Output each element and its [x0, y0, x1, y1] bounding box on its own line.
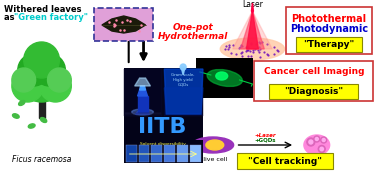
- Text: Gram scale,
High yield
GQDs: Gram scale, High yield GQDs: [171, 73, 195, 86]
- Circle shape: [34, 54, 65, 86]
- Ellipse shape: [12, 114, 19, 118]
- Bar: [94, 8, 153, 41]
- Text: Dead cell: Dead cell: [302, 159, 332, 164]
- Polygon shape: [136, 112, 149, 114]
- Polygon shape: [164, 88, 203, 114]
- Text: as: as: [4, 13, 17, 22]
- Polygon shape: [138, 96, 147, 112]
- Circle shape: [322, 139, 325, 142]
- Bar: [196, 58, 253, 98]
- Text: Photodynamic: Photodynamic: [290, 24, 368, 34]
- Circle shape: [307, 138, 315, 146]
- Bar: [190, 145, 201, 162]
- FancyBboxPatch shape: [269, 84, 358, 99]
- Circle shape: [40, 70, 71, 102]
- Text: Withered leaves: Withered leaves: [4, 5, 82, 14]
- Bar: [124, 69, 163, 116]
- Text: "Therapy": "Therapy": [304, 40, 355, 49]
- Circle shape: [318, 145, 325, 153]
- Text: One-pot: One-pot: [173, 23, 214, 32]
- Text: +GQDs: +GQDs: [254, 138, 276, 143]
- Bar: [139, 145, 149, 162]
- Ellipse shape: [304, 135, 330, 155]
- Text: "Green factory": "Green factory": [14, 13, 88, 22]
- Ellipse shape: [40, 117, 47, 122]
- Circle shape: [24, 42, 59, 78]
- FancyBboxPatch shape: [296, 37, 363, 52]
- Ellipse shape: [207, 70, 242, 86]
- Text: Laser: Laser: [242, 0, 263, 9]
- Ellipse shape: [206, 140, 224, 150]
- Bar: [39, 90, 45, 118]
- Polygon shape: [102, 16, 146, 33]
- Bar: [177, 145, 188, 162]
- Circle shape: [18, 54, 65, 102]
- Text: IITB: IITB: [138, 117, 187, 137]
- Polygon shape: [139, 86, 146, 90]
- Polygon shape: [246, 11, 259, 49]
- Circle shape: [180, 64, 186, 70]
- Bar: [164, 145, 175, 162]
- Polygon shape: [251, 3, 253, 13]
- Ellipse shape: [132, 109, 153, 115]
- Text: Cancer cell Imaging: Cancer cell Imaging: [263, 67, 364, 76]
- Circle shape: [315, 138, 318, 140]
- Ellipse shape: [216, 72, 228, 80]
- FancyBboxPatch shape: [254, 61, 373, 101]
- Ellipse shape: [19, 101, 25, 106]
- Circle shape: [320, 147, 324, 151]
- Text: Alive cell: Alive cell: [199, 157, 227, 162]
- Circle shape: [12, 68, 36, 92]
- Text: +Laser: +Laser: [254, 133, 276, 138]
- Polygon shape: [181, 67, 185, 75]
- Bar: [124, 68, 203, 163]
- FancyBboxPatch shape: [286, 7, 372, 54]
- Bar: [164, 69, 203, 116]
- Bar: [152, 145, 163, 162]
- Circle shape: [314, 136, 320, 142]
- Ellipse shape: [220, 38, 285, 60]
- Bar: [126, 145, 136, 162]
- Text: Hydrothermal: Hydrothermal: [158, 32, 228, 41]
- Text: "Cell tracking": "Cell tracking": [248, 157, 322, 166]
- Polygon shape: [138, 90, 147, 96]
- Circle shape: [321, 137, 327, 143]
- Text: Ficus racemosa: Ficus racemosa: [12, 155, 71, 164]
- Polygon shape: [164, 69, 203, 114]
- Polygon shape: [240, 11, 264, 49]
- Bar: [124, 140, 203, 163]
- Circle shape: [309, 140, 313, 144]
- Polygon shape: [135, 78, 150, 86]
- Ellipse shape: [28, 124, 35, 128]
- Text: "Diagnosis": "Diagnosis": [284, 87, 343, 96]
- Text: Solvent dispersibility: Solvent dispersibility: [140, 142, 186, 146]
- Circle shape: [12, 70, 43, 102]
- Circle shape: [48, 68, 71, 92]
- Circle shape: [18, 54, 50, 86]
- FancyBboxPatch shape: [237, 153, 333, 169]
- Text: Photothermal: Photothermal: [291, 14, 367, 24]
- Polygon shape: [232, 11, 272, 49]
- Ellipse shape: [192, 137, 234, 153]
